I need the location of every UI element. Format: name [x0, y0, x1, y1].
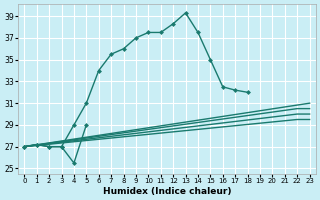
X-axis label: Humidex (Indice chaleur): Humidex (Indice chaleur): [103, 187, 231, 196]
